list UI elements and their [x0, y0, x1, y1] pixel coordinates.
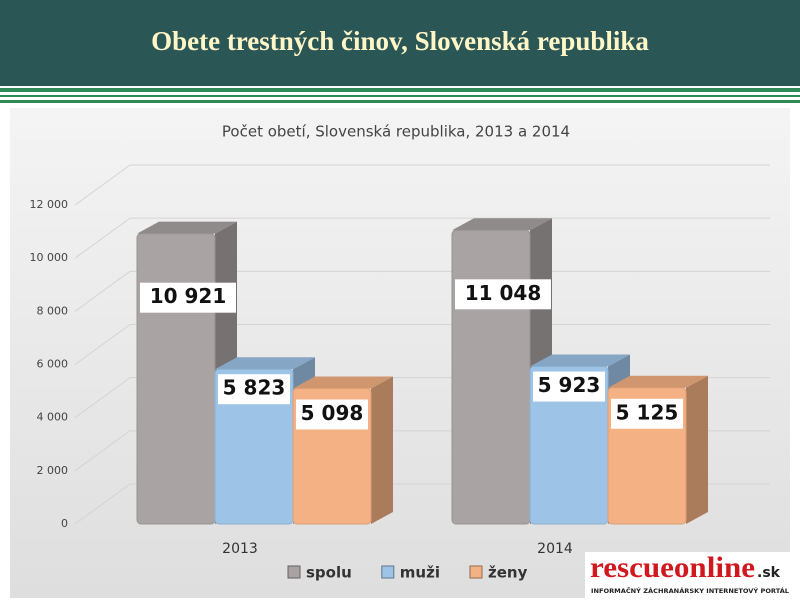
- value-label: 5 823: [223, 376, 286, 400]
- bar-top: [452, 218, 552, 231]
- legend-label: spolu: [306, 564, 352, 582]
- y-tick-label: 12 000: [30, 198, 69, 211]
- value-label-box: [140, 282, 236, 313]
- header-bar: [0, 0, 800, 86]
- legend-swatch: [287, 565, 301, 579]
- bar-top: [530, 354, 630, 367]
- value-label: 11 048: [465, 281, 542, 305]
- value-label-box: [455, 279, 551, 310]
- logo-domain: .sk: [757, 565, 781, 581]
- chart-title: Počet obetí, Slovenská republika, 2013 a…: [222, 123, 570, 141]
- value-label-box: [296, 399, 368, 430]
- x-tick-label: 2013: [222, 541, 258, 557]
- y-tick-label: 0: [61, 517, 68, 530]
- bar: [136, 233, 216, 525]
- logo-name: rescueonline: [590, 551, 755, 584]
- legend-label: ženy: [488, 564, 528, 582]
- bar-side: [371, 376, 393, 524]
- y-tick-label: 10 000: [30, 251, 69, 264]
- grid-line: [74, 164, 770, 206]
- logo-tagline: INFORMAČNÝ ZÁCHRANÁRSKY INTERNETOVÝ PORT…: [591, 586, 789, 595]
- bar-top: [608, 375, 708, 388]
- legend-swatch: [381, 565, 395, 579]
- bar: [451, 229, 531, 525]
- grid-line: [74, 270, 770, 312]
- bar-top: [293, 376, 393, 389]
- legend-swatch: [469, 565, 483, 579]
- stripe: [0, 88, 800, 92]
- grid-line: [74, 324, 770, 365]
- slide-title: Obete trestných činov, Slovenská republi…: [151, 26, 649, 56]
- value-label-box: [611, 398, 683, 429]
- value-label: 5 923: [538, 373, 601, 397]
- grid-line: [74, 217, 770, 259]
- value-label-box: [533, 371, 605, 402]
- value-label: 10 921: [150, 284, 227, 308]
- bar-top: [137, 221, 237, 234]
- x-tick-label: 2014: [537, 541, 573, 557]
- value-label: 5 125: [616, 400, 679, 424]
- value-label-box: [218, 374, 290, 405]
- value-label: 5 098: [301, 401, 364, 425]
- y-tick-label: 2 000: [37, 464, 69, 477]
- stripe: [0, 95, 800, 97]
- legend-label: muži: [400, 564, 440, 582]
- bar-top: [215, 357, 315, 370]
- y-tick-label: 6 000: [37, 358, 69, 371]
- logo-box: [585, 552, 795, 598]
- y-tick-label: 8 000: [37, 304, 69, 317]
- plot: 0 2 000 4 000 6 000 8 000 10 000 12 000 2013 10 …: [30, 164, 770, 582]
- y-tick-label: 4 000: [37, 411, 69, 424]
- stripe: [0, 100, 800, 103]
- bar-side: [686, 375, 708, 524]
